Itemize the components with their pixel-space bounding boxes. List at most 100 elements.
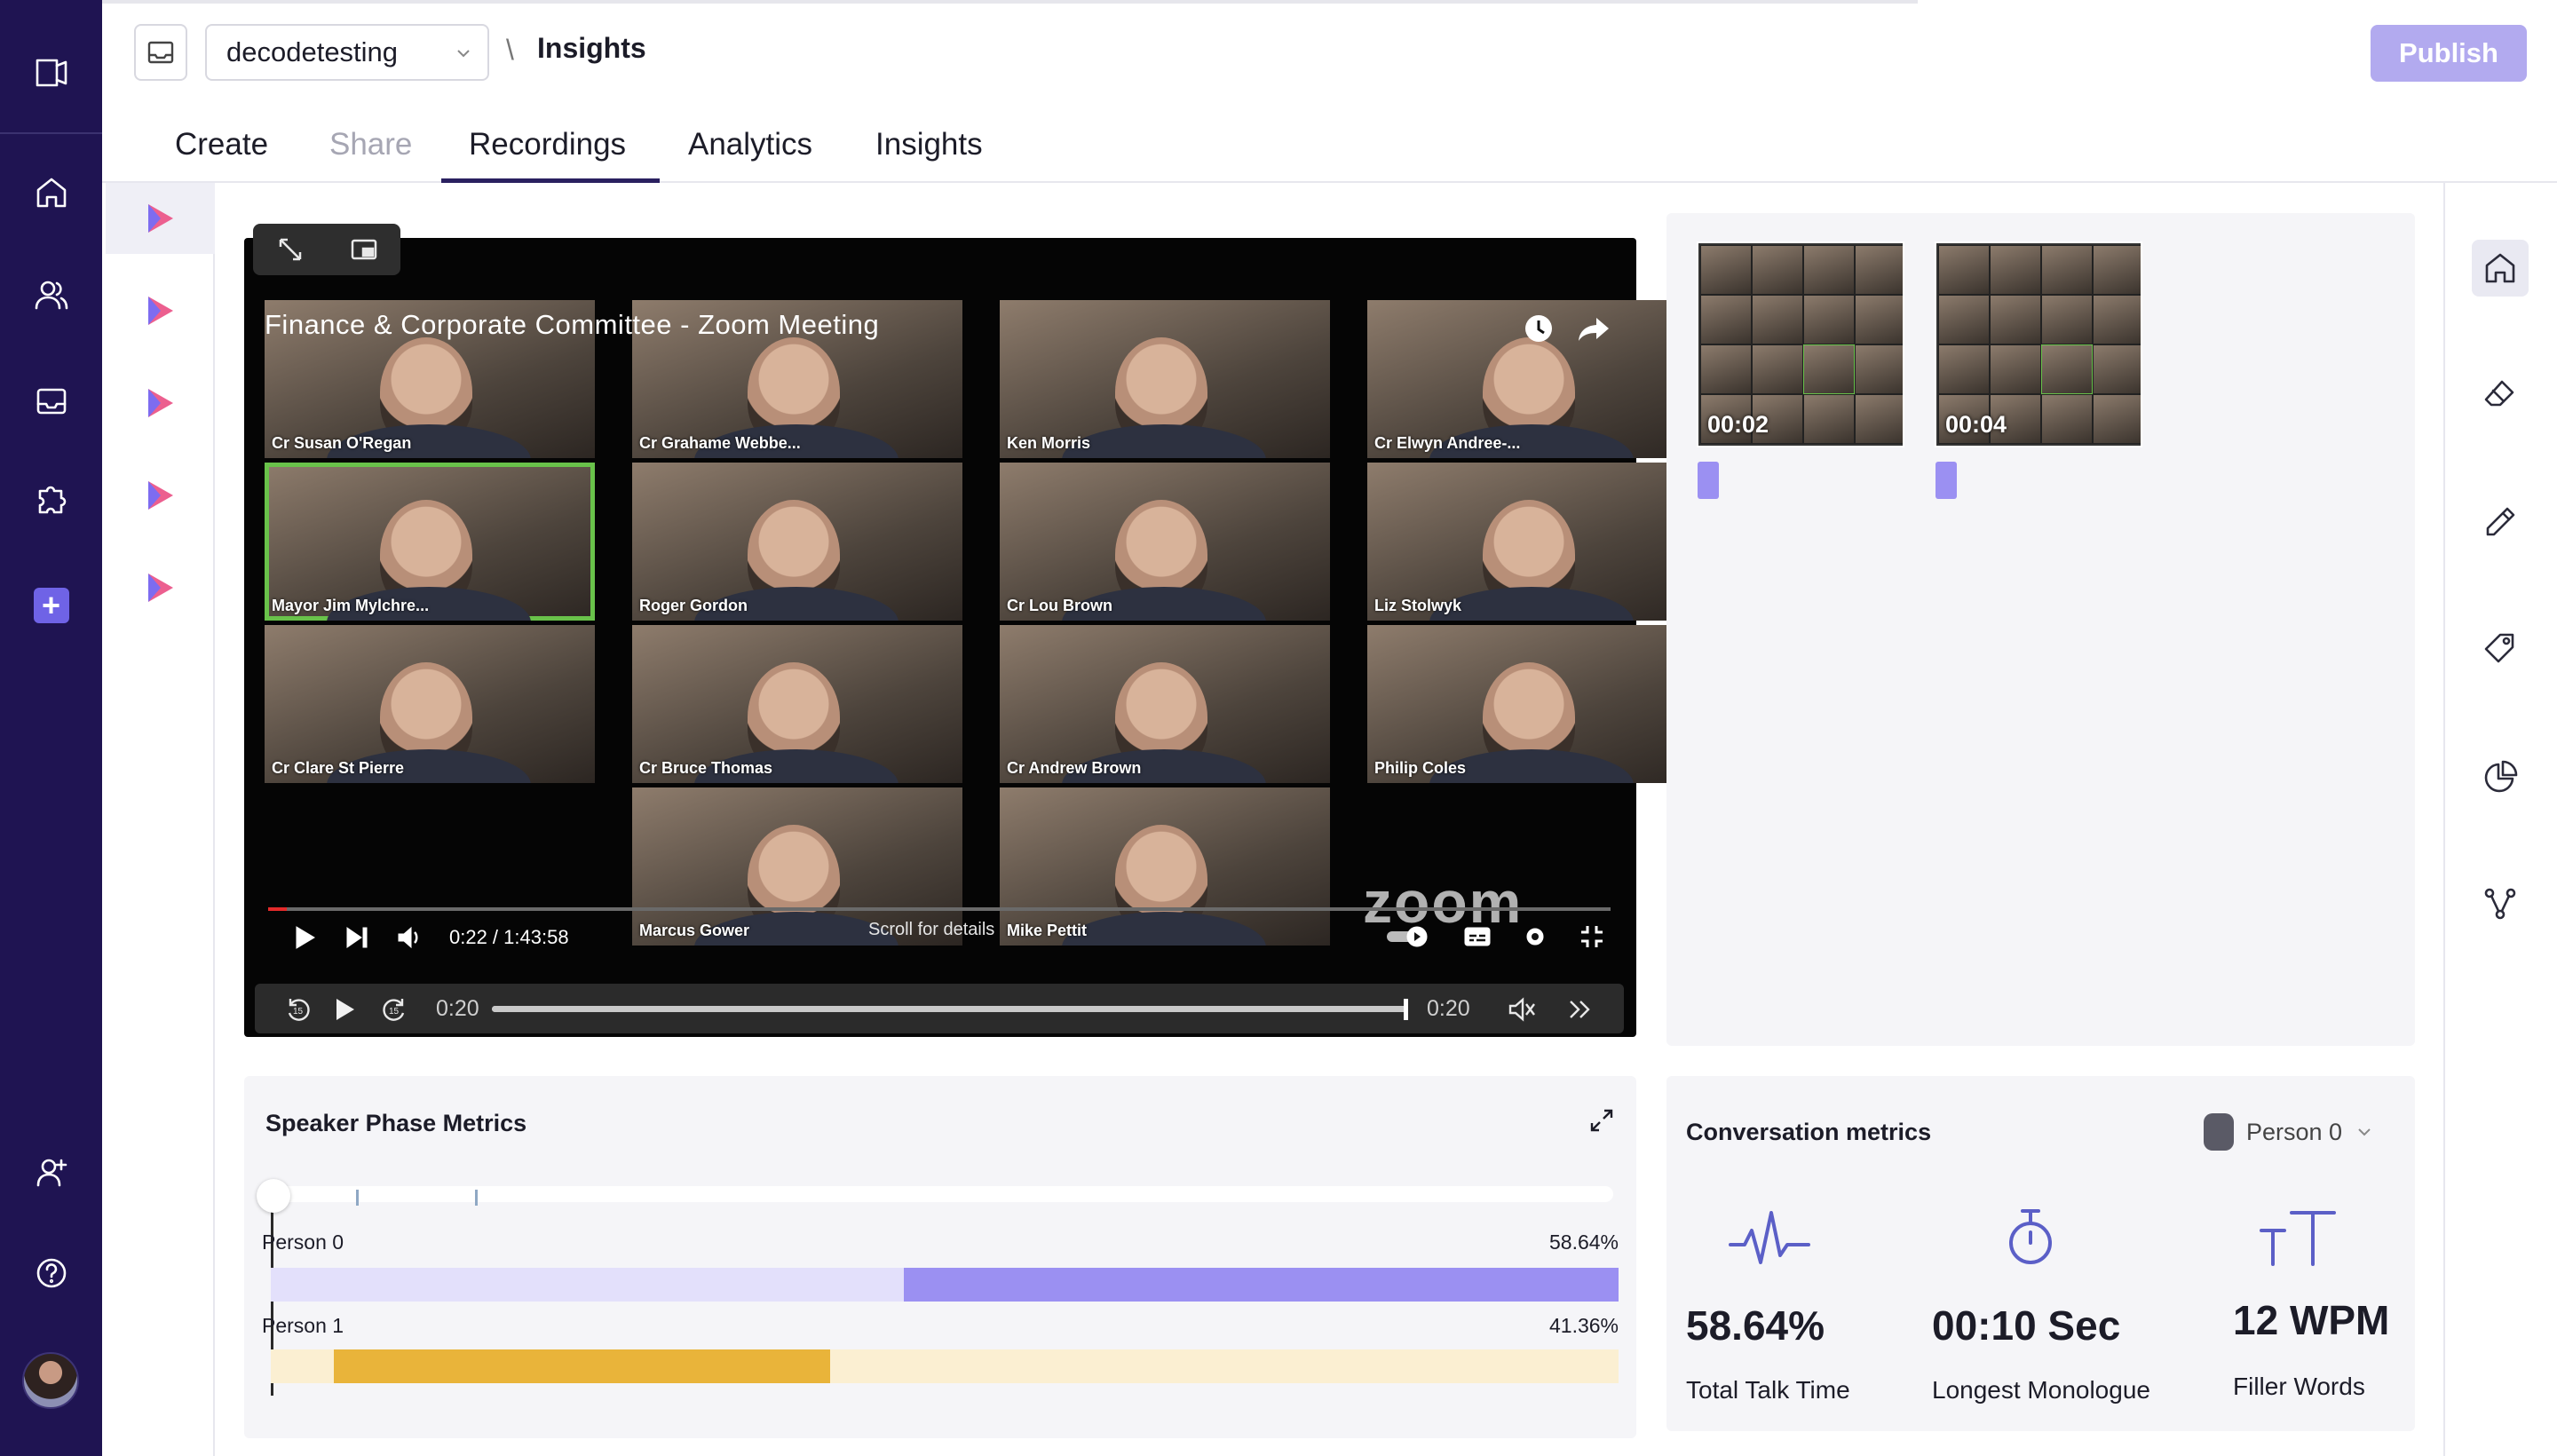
frame-thumbnail[interactable]: 00:04 <box>1935 241 2142 447</box>
forward-15-icon[interactable]: 15 <box>379 994 409 1025</box>
seek-bar-thumb[interactable] <box>1404 999 1408 1020</box>
thumbnail-tile <box>1990 245 2041 295</box>
expand-panel-icon[interactable] <box>1587 1105 1617 1140</box>
playback-speed-icon[interactable] <box>1565 994 1595 1025</box>
thumbnail-tile <box>2093 344 2141 394</box>
recording-item[interactable] <box>106 552 215 623</box>
watch-later-icon[interactable] <box>1523 313 1555 344</box>
publish-button[interactable]: Publish <box>2371 25 2527 82</box>
chevron-down-icon <box>2358 1128 2371 1136</box>
tray-icon <box>147 41 174 64</box>
recording-item[interactable] <box>106 183 215 254</box>
eraser-icon[interactable] <box>2472 366 2529 423</box>
person-avatar-icon <box>2204 1113 2234 1151</box>
workspace-select[interactable]: decodetesting <box>205 24 489 81</box>
frame-thumbnail[interactable]: 00:02 <box>1697 241 1904 447</box>
embedded-progress-bar[interactable] <box>268 907 1611 911</box>
nav-divider <box>0 132 102 134</box>
invite-user-icon[interactable] <box>0 1145 102 1199</box>
mute-icon[interactable] <box>1507 994 1537 1025</box>
volume-icon[interactable] <box>396 924 423 951</box>
participant-name: Cr Lou Brown <box>1007 597 1112 614</box>
scroll-for-details-hint[interactable]: Scroll for details <box>868 920 995 939</box>
tab-insights[interactable]: Insights <box>875 127 983 162</box>
participant-tile: Cr Susan O'Regan <box>265 300 595 458</box>
end-time: 0:20 <box>1427 996 1470 1021</box>
pen-icon[interactable] <box>2472 494 2529 550</box>
participant-name: Ken Morris <box>1007 434 1091 452</box>
participant-tile: Cr Bruce Thomas <box>632 625 962 783</box>
thumbnail-timestamp: 00:04 <box>1945 411 2007 438</box>
person-select-value: Person 0 <box>2246 1118 2343 1145</box>
share-arrow-icon[interactable] <box>1577 313 1612 344</box>
video-toolbar <box>253 224 400 275</box>
home-icon[interactable] <box>0 166 102 219</box>
puzzle-icon[interactable] <box>0 472 102 526</box>
thumbnail-tile <box>1855 344 1903 394</box>
thumbnail-tile <box>1700 245 1752 295</box>
speaker-phase-bar[interactable] <box>271 1349 1619 1383</box>
thumbnail-marker[interactable] <box>1698 462 1719 499</box>
play-icon[interactable] <box>293 924 318 951</box>
thumbnail-tile <box>2093 394 2141 444</box>
forward-15-label: 15 <box>389 1007 400 1017</box>
workspace-select-value: decodetesting <box>226 36 399 67</box>
tab-analytics[interactable]: Analytics <box>688 127 813 162</box>
recording-item[interactable] <box>106 275 215 346</box>
pie-chart-icon[interactable] <box>2472 748 2529 805</box>
person-select[interactable]: Person 0 <box>2204 1110 2374 1154</box>
add-new-button[interactable]: + <box>0 579 102 632</box>
timeline-scrubber[interactable] <box>257 1179 290 1213</box>
next-icon[interactable] <box>344 924 369 951</box>
picture-in-picture-icon[interactable] <box>349 234 379 265</box>
help-icon[interactable] <box>0 1246 102 1300</box>
tab-create[interactable]: Create <box>175 127 269 162</box>
tab-recordings[interactable]: Recordings <box>469 127 627 162</box>
meeting-title: Finance & Corporate Committee - Zoom Mee… <box>265 309 880 340</box>
timeline-tick <box>356 1190 359 1206</box>
thumbnail-tile <box>1938 295 1990 344</box>
app-logo-icon[interactable] <box>0 46 102 99</box>
play-button-icon[interactable] <box>331 994 358 1025</box>
recording-item[interactable] <box>106 460 215 531</box>
participant-name: Liz Stolwyk <box>1374 597 1462 614</box>
workflow-icon[interactable] <box>2472 875 2529 932</box>
autoplay-toggle-icon[interactable] <box>1385 925 1433 948</box>
workspace-toggle-button[interactable] <box>134 24 187 81</box>
rewind-15-label: 15 <box>293 1007 304 1017</box>
settings-gear-icon[interactable] <box>1522 923 1548 950</box>
inbox-icon[interactable] <box>0 375 102 428</box>
users-icon[interactable] <box>0 268 102 321</box>
thumbnail-marker[interactable] <box>1936 462 1957 499</box>
expand-icon[interactable] <box>275 234 305 265</box>
header: decodetesting \ Insights Publish Create … <box>102 0 2557 183</box>
rewind-15-icon[interactable]: 15 <box>283 994 313 1025</box>
participant-body <box>1062 912 1266 946</box>
embedded-time: 0:22 / 1:43:58 <box>449 926 569 948</box>
breadcrumb-separator: \ <box>506 34 514 66</box>
tab-share[interactable]: Share <box>329 127 413 162</box>
conversation-metrics-panel: Conversation metrics Person 0 58.64% Tot… <box>1666 1076 2415 1431</box>
thumbnail-tile <box>2041 394 2093 444</box>
pulse-icon <box>1729 1211 1810 1264</box>
home-icon[interactable] <box>2472 240 2529 297</box>
metric-label: Filler Words <box>2233 1373 2365 1400</box>
thumbnail-tile <box>1855 295 1903 344</box>
speaker-phase-bar[interactable] <box>271 1268 1619 1302</box>
tag-icon[interactable] <box>2472 621 2529 677</box>
thumbnail-tile <box>1803 344 1855 394</box>
metric-value: 58.64% <box>1686 1302 1825 1349</box>
embedded-progress-fill <box>268 907 288 911</box>
participant-tile: Cr Andrew Brown <box>1000 625 1330 783</box>
subtitles-icon[interactable] <box>1463 925 1492 948</box>
exit-fullscreen-icon[interactable] <box>1579 923 1605 950</box>
user-avatar[interactable] <box>22 1352 79 1409</box>
recording-item[interactable] <box>106 368 215 439</box>
thumbnail-tile <box>1855 245 1903 295</box>
active-tab-indicator <box>441 178 660 183</box>
play-logo-icon <box>147 204 173 233</box>
phase-timeline[interactable] <box>271 1186 1613 1206</box>
plus-icon: + <box>33 588 69 623</box>
participant-tile: Cr Clare St Pierre <box>265 625 595 783</box>
seek-bar[interactable] <box>492 999 1408 1020</box>
